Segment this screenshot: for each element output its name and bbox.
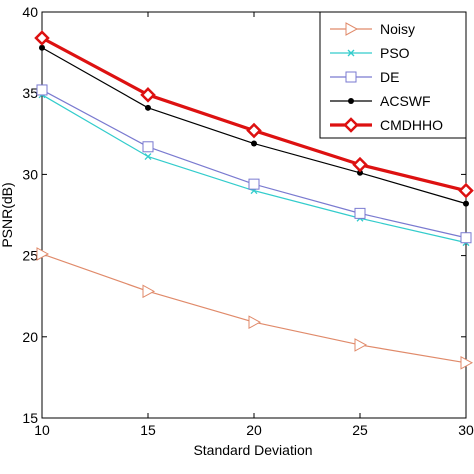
legend-box xyxy=(319,11,467,139)
x-tick-label: 10 xyxy=(34,422,50,438)
legend-swatch-marker xyxy=(345,22,359,36)
data-point-noisy xyxy=(460,355,474,370)
data-point-acswf xyxy=(463,200,469,207)
legend-label: PSO xyxy=(380,45,410,61)
data-point-pso xyxy=(144,153,152,160)
data-point-noisy xyxy=(142,284,156,299)
data-point-de xyxy=(460,232,472,244)
data-point-acswf xyxy=(145,104,151,111)
y-tick-label: 25 xyxy=(22,248,38,264)
legend-swatch-marker xyxy=(348,98,354,104)
data-point-noisy xyxy=(36,247,50,261)
legend-label: ACSWF xyxy=(380,93,431,109)
legend-entry-pso: PSO xyxy=(330,45,410,61)
legend-entry-de: DE xyxy=(330,69,399,85)
legend-swatch-marker xyxy=(345,71,357,83)
data-point-cmdhho xyxy=(140,87,156,103)
data-point-acswf xyxy=(39,44,45,51)
x-tick-label: 20 xyxy=(246,422,262,438)
x-tick-label: 25 xyxy=(352,422,368,438)
data-point-cmdhho xyxy=(458,182,474,199)
data-point-acswf xyxy=(357,169,363,176)
series-de xyxy=(36,84,472,244)
series-noisy xyxy=(36,247,474,370)
legend-label: DE xyxy=(380,69,399,85)
series-acswf xyxy=(39,44,469,207)
y-tick-label: 20 xyxy=(22,329,38,345)
legend-swatch-marker xyxy=(347,49,355,57)
data-point-de xyxy=(248,178,260,190)
y-tick-label: 40 xyxy=(22,4,38,20)
legend-entry-acswf: ACSWF xyxy=(330,93,431,109)
legend: Noisy PSO DE ACSWF CMDHHO xyxy=(319,11,467,139)
data-point-de xyxy=(36,84,48,96)
legend-entry-noisy: Noisy xyxy=(330,21,415,37)
legend-entry-cmdhho: CMDHHO xyxy=(330,117,443,133)
data-point-noisy xyxy=(354,338,368,352)
x-axis-label: Standard Deviation xyxy=(193,442,312,458)
y-tick-label: 35 xyxy=(22,85,38,101)
series-cmdhho xyxy=(34,30,474,199)
data-point-cmdhho xyxy=(246,122,262,139)
data-point-de xyxy=(142,141,154,153)
data-point-acswf xyxy=(251,140,257,147)
legend-label: Noisy xyxy=(380,21,415,37)
x-tick-label: 30 xyxy=(458,422,474,438)
data-point-de xyxy=(354,207,366,219)
legend-label: CMDHHO xyxy=(380,117,443,133)
data-point-cmdhho xyxy=(352,156,368,173)
y-axis-label: PSNR(dB) xyxy=(0,182,15,247)
x-tick-label: 15 xyxy=(140,422,156,438)
legend-swatch-marker xyxy=(343,117,359,133)
data-point-noisy xyxy=(248,315,262,330)
data-point-cmdhho xyxy=(34,30,50,46)
series-layer xyxy=(34,30,474,370)
y-tick-label: 30 xyxy=(22,166,38,182)
y-tick-label: 15 xyxy=(22,410,38,426)
